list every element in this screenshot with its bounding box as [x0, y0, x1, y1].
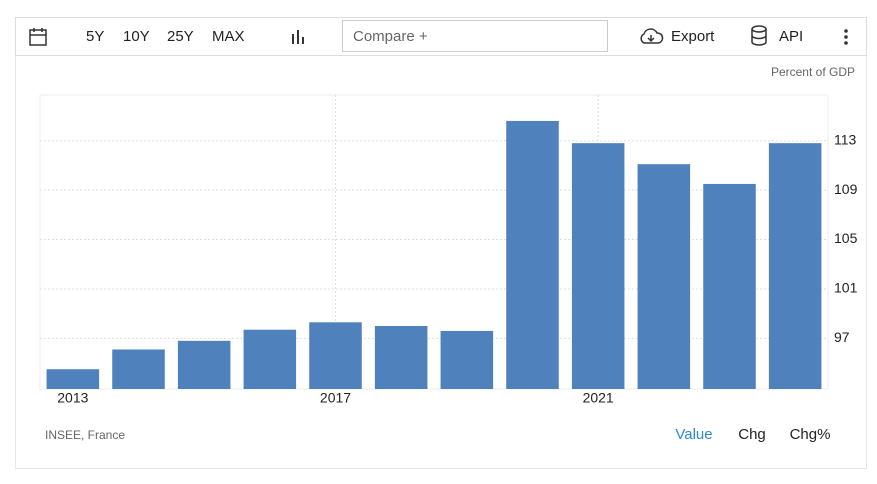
bar: [506, 120, 559, 390]
export-button[interactable]: Export: [671, 28, 715, 45]
menu-icon[interactable]: [842, 27, 850, 47]
bar: [309, 322, 362, 389]
range-button[interactable]: 10Y: [123, 28, 150, 45]
toolbar: 5Y 10Y 25Y MAX Compare + Export API: [15, 17, 867, 56]
calendar-icon[interactable]: [28, 27, 48, 47]
bar: [571, 143, 625, 389]
bar: [637, 164, 691, 389]
range-button[interactable]: 25Y: [167, 28, 194, 45]
y-tick-label: 97: [834, 329, 850, 345]
x-tick-label: 2021: [583, 390, 614, 406]
y-tick-label: 109: [834, 181, 858, 197]
tab[interactable]: Value: [675, 426, 712, 443]
unit-label: Percent of GDP: [771, 65, 855, 79]
export-icon[interactable]: [638, 27, 664, 47]
chart-type-icon[interactable]: [290, 28, 308, 46]
range-button[interactable]: MAX: [212, 28, 245, 45]
x-tick-label: 2017: [320, 390, 351, 406]
bar: [440, 330, 494, 389]
compare-input[interactable]: Compare +: [342, 20, 608, 52]
range-button[interactable]: 5Y: [86, 28, 105, 45]
plot-area: [39, 94, 829, 390]
api-button[interactable]: API: [779, 28, 804, 45]
tab[interactable]: Chg: [738, 426, 766, 443]
y-tick-label: 101: [834, 280, 858, 296]
bar: [374, 326, 428, 389]
bar: [703, 183, 756, 389]
tab[interactable]: Chg%: [790, 426, 831, 443]
bar: [768, 143, 822, 389]
source: INSEE, France: [45, 428, 125, 442]
bar: [177, 340, 231, 389]
bar: [46, 369, 100, 389]
y-tick-label: 105: [834, 230, 858, 246]
x-tick-label: 2013: [57, 390, 88, 406]
bar: [243, 329, 297, 389]
y-tick-label: 113: [834, 131, 857, 147]
api-icon[interactable]: [750, 25, 770, 47]
bar: [112, 349, 165, 389]
